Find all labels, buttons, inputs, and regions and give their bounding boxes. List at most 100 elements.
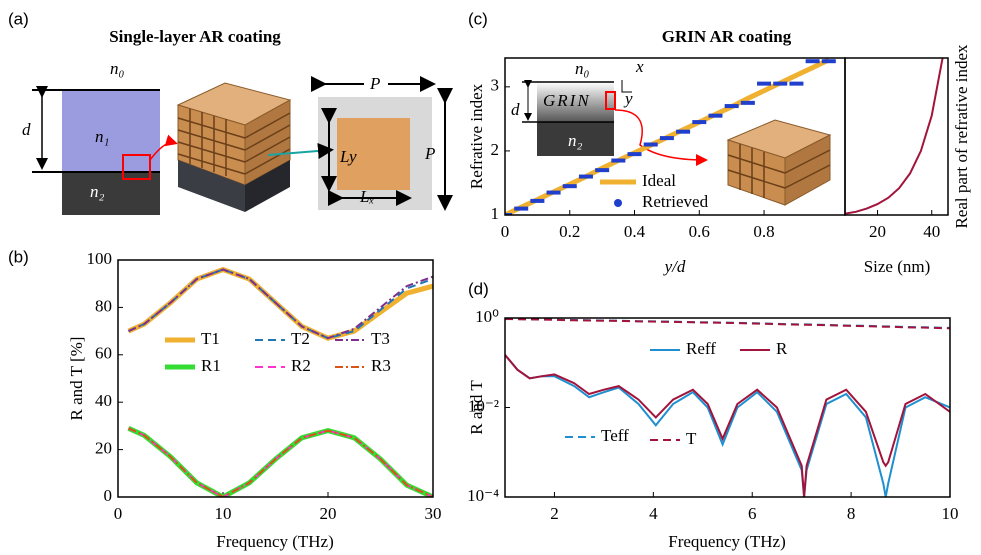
panel-label: (b) — [8, 247, 29, 266]
x-tick-label: 6 — [748, 504, 757, 523]
x-tick-label: 0.8 — [753, 222, 774, 241]
point — [611, 159, 625, 163]
point — [806, 59, 820, 63]
y-axis-label: Real part of refrative index — [952, 44, 971, 229]
x-axis-label: Frequency (THz) — [668, 532, 786, 551]
diagram-title: Single-layer AR coating — [109, 27, 281, 46]
label: n₂ — [568, 131, 583, 150]
series — [505, 355, 950, 497]
line — [845, 58, 943, 214]
legend-label: Teff — [601, 426, 629, 445]
y-tick-label: 100 — [87, 249, 113, 268]
point — [579, 175, 593, 179]
point — [708, 114, 722, 118]
series — [845, 58, 943, 214]
y-tick-label: 3 — [491, 76, 500, 95]
label: GRIN — [543, 91, 591, 110]
y-tick-label: 40 — [95, 391, 112, 410]
label: Lₓ — [359, 187, 374, 206]
legend-label: T — [686, 429, 697, 448]
x-tick-label: 0 — [114, 504, 123, 523]
diagram-a: Single-layer AR coating n₀ n₁ n₂ d P P L… — [22, 27, 445, 215]
panel-label: (a) — [8, 9, 29, 28]
label: n₁ — [95, 127, 109, 146]
line — [129, 270, 434, 339]
point — [773, 82, 787, 86]
line — [129, 428, 434, 497]
label: P — [424, 144, 435, 163]
x-tick-label: 2 — [550, 504, 559, 523]
line — [129, 270, 434, 339]
y-tick-label: 20 — [95, 439, 112, 458]
x-axis-label: Frequency (THz) — [216, 532, 334, 551]
y-tick-label: 0 — [104, 486, 113, 505]
series — [129, 270, 434, 339]
point — [563, 184, 577, 188]
label: d — [511, 100, 520, 119]
x-tick-label: 30 — [425, 504, 442, 523]
series — [129, 270, 434, 339]
point — [676, 130, 690, 134]
legend-label: T3 — [371, 329, 390, 348]
x-tick-label: 0 — [501, 222, 510, 241]
point — [644, 143, 658, 147]
point — [547, 191, 561, 195]
label: d — [22, 120, 31, 139]
panel-label: (c) — [468, 9, 488, 28]
y-axis-label: R and T [%] — [67, 337, 86, 421]
y-axis-label: Refrative index — [467, 83, 486, 189]
figure: (a) (b) (c) (d) Single-layer AR coating … — [0, 0, 981, 555]
x-axis-label: y/d — [663, 257, 686, 276]
legend-label: R — [776, 339, 788, 358]
y-tick-label: 10⁰ — [475, 307, 499, 326]
legend-label: T1 — [201, 329, 220, 348]
label: n₂ — [90, 182, 105, 201]
x-tick-label: 20 — [869, 222, 886, 241]
legend-label: Retrieved — [642, 192, 709, 211]
point — [660, 136, 674, 140]
plot: 20 40 Size (nm) Real part of refrative inde… — [845, 44, 971, 276]
point — [757, 82, 771, 86]
point — [822, 59, 836, 63]
label: x — [635, 57, 644, 76]
y-tick-label: 2 — [491, 140, 500, 159]
legend-label: T2 — [291, 329, 310, 348]
axes-frame — [505, 318, 950, 497]
series — [129, 428, 434, 497]
series — [129, 270, 434, 339]
legend-label: R3 — [371, 356, 391, 375]
legend-label: Reff — [686, 339, 716, 358]
point — [530, 199, 544, 203]
y-tick-label: 80 — [95, 296, 112, 315]
point — [692, 120, 706, 124]
y-tick-label: 10⁻⁴ — [467, 486, 499, 505]
point — [741, 101, 755, 105]
legend-label: R1 — [201, 356, 221, 375]
x-tick-label: 10 — [942, 504, 959, 523]
legend-label: R2 — [291, 356, 311, 375]
x-tick-label: 0.6 — [689, 222, 710, 241]
point — [514, 207, 528, 211]
x-axis-label: Size (nm) — [864, 257, 931, 276]
x-tick-label: 40 — [923, 222, 940, 241]
y-tick-label: 60 — [95, 344, 112, 363]
label: P — [369, 74, 380, 93]
legend-marker — [614, 199, 622, 207]
panel-label: (d) — [468, 279, 489, 298]
point — [725, 104, 739, 108]
x-tick-label: 0.4 — [624, 222, 646, 241]
label: n₀ — [110, 59, 125, 78]
point — [628, 152, 642, 156]
x-tick-label: 4 — [649, 504, 658, 523]
point — [789, 82, 803, 86]
y-tick-label: 1 — [491, 204, 500, 223]
x-tick-label: 0.2 — [559, 222, 580, 241]
label: n₀ — [575, 59, 590, 78]
line — [505, 355, 950, 497]
line — [129, 270, 434, 339]
chart-title: GRIN AR coating — [662, 27, 792, 46]
x-tick-label: 10 — [215, 504, 232, 523]
x-tick-label: 8 — [847, 504, 856, 523]
